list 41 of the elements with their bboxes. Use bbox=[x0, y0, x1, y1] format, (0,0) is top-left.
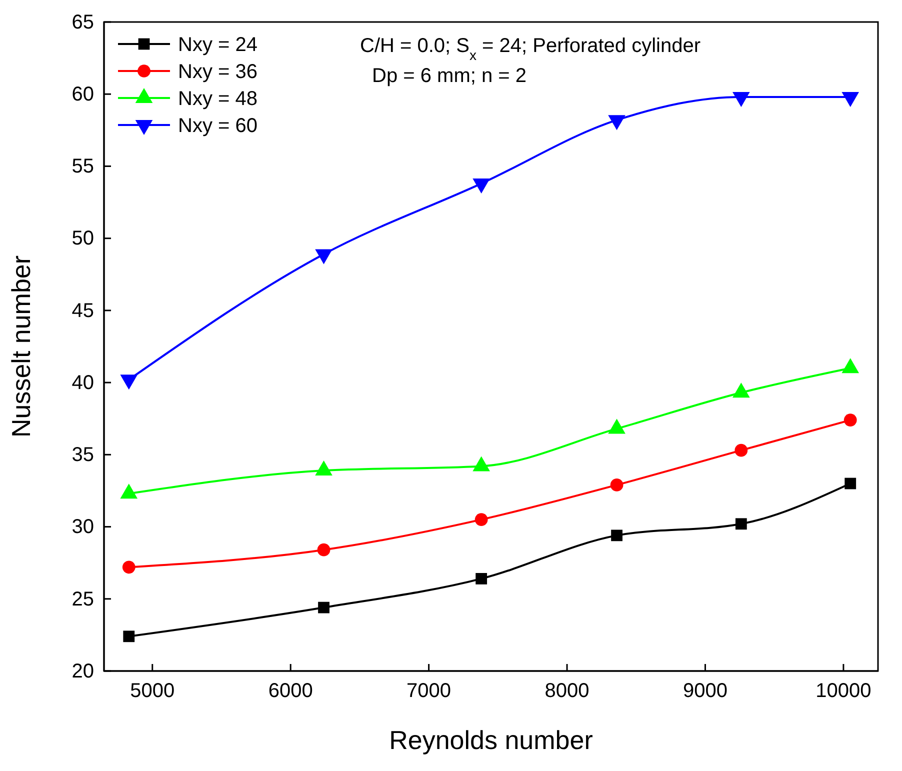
point bbox=[844, 414, 857, 426]
y-tick-label: 45 bbox=[72, 300, 94, 322]
point bbox=[472, 178, 490, 194]
point bbox=[734, 444, 748, 457]
x-axis-title: Reynolds number bbox=[389, 725, 594, 755]
point bbox=[318, 602, 330, 614]
y-tick-label: 40 bbox=[72, 372, 94, 394]
y-tick-label: 25 bbox=[72, 588, 94, 610]
legend-label: Nxy = 24 bbox=[178, 34, 258, 56]
legend-label: Nxy = 36 bbox=[178, 61, 258, 83]
point bbox=[735, 518, 747, 530]
point bbox=[610, 478, 624, 492]
y-tick-label: 20 bbox=[72, 660, 94, 682]
x-tick-label: 5000 bbox=[130, 680, 175, 702]
point bbox=[122, 560, 136, 574]
y-tick-label: 55 bbox=[72, 156, 94, 178]
point bbox=[842, 92, 860, 107]
x-tick-label: 9000 bbox=[682, 680, 728, 702]
y-tick-label: 65 bbox=[72, 11, 94, 34]
point bbox=[844, 478, 856, 490]
y-axis-title: Nusselt number bbox=[6, 255, 36, 438]
point bbox=[608, 115, 626, 130]
point bbox=[123, 630, 135, 642]
point bbox=[315, 249, 332, 264]
point bbox=[476, 572, 488, 584]
annotation: Dp = 6 mm; n = 2 bbox=[372, 65, 527, 87]
point bbox=[611, 530, 622, 542]
point bbox=[317, 543, 330, 556]
y-tick-label: 60 bbox=[72, 84, 94, 106]
legend-label: Nxy = 60 bbox=[178, 115, 258, 137]
point bbox=[732, 92, 750, 107]
y-tick-label: 30 bbox=[72, 516, 94, 538]
legend-label: Nxy = 48 bbox=[178, 88, 258, 110]
x-tick-label: 7000 bbox=[406, 680, 452, 702]
y-tick-label: 35 bbox=[72, 444, 94, 466]
y-tick-label: 50 bbox=[72, 228, 94, 250]
x-tick-label: 10000 bbox=[816, 680, 872, 702]
x-tick-label: 8000 bbox=[544, 680, 590, 702]
annotation: C/H = 0.0; S$_{x}$ = 24; Perforated cylinder bbox=[360, 35, 701, 63]
point bbox=[474, 513, 488, 526]
x-tick-label: 6000 bbox=[268, 680, 313, 702]
